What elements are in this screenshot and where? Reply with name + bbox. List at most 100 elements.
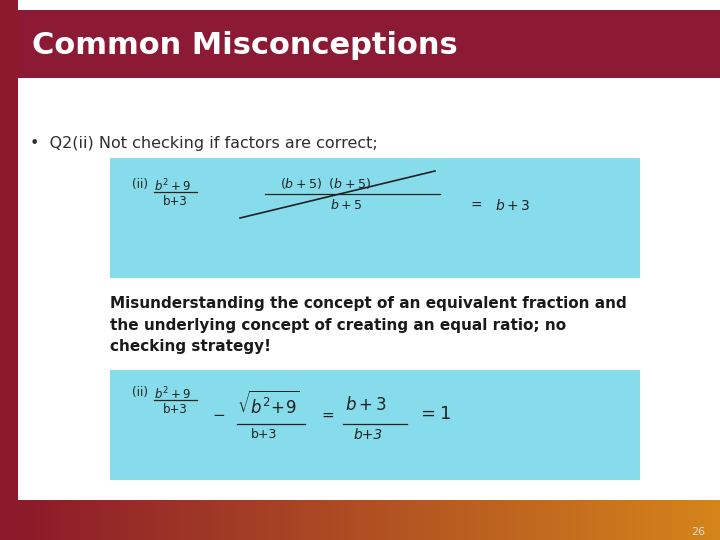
- Bar: [161, 500, 164, 540]
- Bar: [325, 500, 328, 540]
- Bar: [366, 500, 370, 540]
- Bar: [318, 500, 321, 540]
- Bar: [675, 500, 679, 540]
- Bar: [138, 500, 140, 540]
- Bar: [411, 500, 415, 540]
- Bar: [549, 500, 552, 540]
- Bar: [210, 500, 213, 540]
- Bar: [510, 500, 513, 540]
- Bar: [81, 500, 84, 540]
- Bar: [585, 500, 588, 540]
- Bar: [297, 500, 300, 540]
- Text: $=$: $=$: [319, 407, 335, 422]
- Bar: [587, 500, 590, 540]
- Text: (ii): (ii): [132, 386, 148, 399]
- Bar: [404, 500, 408, 540]
- Bar: [416, 500, 419, 540]
- Bar: [257, 500, 260, 540]
- Bar: [462, 500, 466, 540]
- Bar: [194, 500, 197, 540]
- Bar: [390, 500, 393, 540]
- Bar: [582, 500, 585, 540]
- Bar: [636, 500, 639, 540]
- Bar: [39, 500, 42, 540]
- Bar: [542, 500, 546, 540]
- Bar: [312, 500, 316, 540]
- Bar: [608, 500, 611, 540]
- Bar: [512, 500, 515, 540]
- Bar: [58, 500, 61, 540]
- Text: b+3: b+3: [353, 428, 382, 442]
- Bar: [660, 500, 662, 540]
- Bar: [147, 500, 150, 540]
- Bar: [500, 500, 503, 540]
- Bar: [406, 500, 410, 540]
- Bar: [348, 500, 351, 540]
- Bar: [495, 500, 499, 540]
- Bar: [243, 500, 246, 540]
- Bar: [606, 500, 608, 540]
- Bar: [135, 500, 138, 540]
- Bar: [301, 500, 305, 540]
- Bar: [18, 10, 720, 78]
- Bar: [514, 500, 518, 540]
- Bar: [671, 500, 674, 540]
- Bar: [360, 500, 363, 540]
- Bar: [220, 500, 222, 540]
- Text: $b^2+9$: $b^2+9$: [154, 178, 191, 194]
- Bar: [145, 500, 148, 540]
- Bar: [245, 500, 248, 540]
- Bar: [528, 500, 531, 540]
- Bar: [624, 500, 627, 540]
- Text: $-$: $-$: [212, 407, 225, 422]
- Bar: [449, 500, 452, 540]
- Bar: [35, 500, 37, 540]
- Bar: [128, 500, 131, 540]
- Bar: [505, 500, 508, 540]
- Bar: [18, 500, 22, 540]
- Bar: [273, 500, 276, 540]
- Bar: [711, 500, 714, 540]
- Bar: [460, 500, 464, 540]
- Bar: [323, 500, 325, 540]
- Bar: [222, 500, 225, 540]
- Bar: [119, 500, 122, 540]
- Bar: [680, 500, 683, 540]
- Bar: [634, 500, 636, 540]
- Bar: [559, 500, 562, 540]
- Bar: [121, 500, 125, 540]
- Bar: [163, 500, 166, 540]
- Bar: [622, 500, 625, 540]
- Bar: [254, 500, 258, 540]
- Bar: [53, 500, 56, 540]
- Bar: [355, 500, 359, 540]
- Bar: [110, 370, 640, 480]
- Bar: [591, 500, 595, 540]
- Bar: [563, 500, 567, 540]
- Bar: [110, 158, 640, 278]
- Bar: [207, 500, 211, 540]
- Bar: [184, 500, 187, 540]
- Bar: [619, 500, 623, 540]
- Bar: [315, 500, 318, 540]
- Bar: [638, 500, 642, 540]
- Bar: [673, 500, 677, 540]
- Bar: [397, 500, 400, 540]
- Bar: [200, 500, 204, 540]
- Bar: [233, 500, 237, 540]
- Text: $b+5$: $b+5$: [330, 198, 362, 212]
- Bar: [420, 500, 424, 540]
- Bar: [269, 500, 271, 540]
- Bar: [654, 500, 658, 540]
- Bar: [289, 500, 293, 540]
- Bar: [535, 500, 539, 540]
- Bar: [437, 500, 440, 540]
- Bar: [435, 500, 438, 540]
- Bar: [498, 500, 501, 540]
- Bar: [580, 500, 583, 540]
- Bar: [175, 500, 178, 540]
- Bar: [23, 500, 26, 540]
- Bar: [125, 500, 129, 540]
- Bar: [482, 500, 485, 540]
- Bar: [533, 500, 536, 540]
